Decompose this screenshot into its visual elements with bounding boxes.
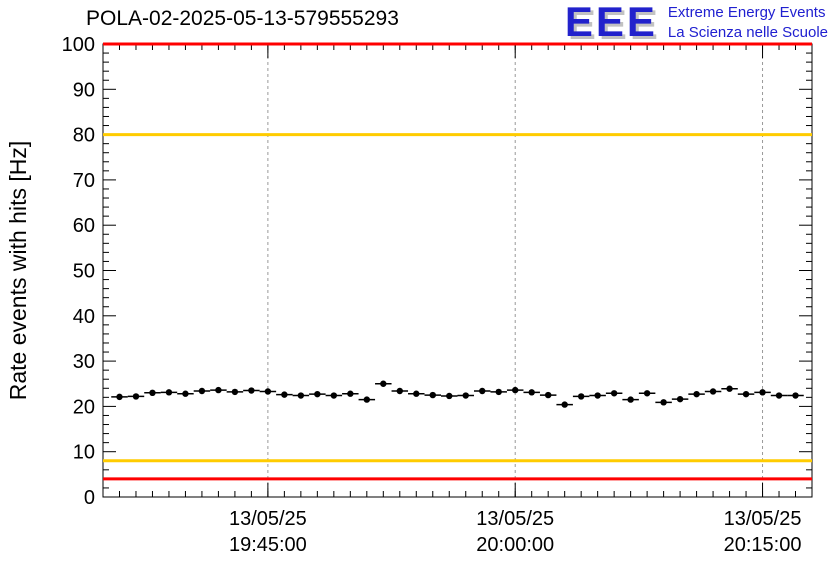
x-tick-label-time: 19:45:00 <box>229 534 307 556</box>
x-tick-label-time: 20:15:00 <box>724 534 802 556</box>
y-tick-label: 20 <box>73 396 95 418</box>
data-point <box>742 390 750 398</box>
data-point <box>132 393 140 400</box>
y-tick-label: 70 <box>73 170 95 192</box>
data-point <box>149 389 156 397</box>
data-point <box>165 389 173 396</box>
data-point <box>314 390 321 398</box>
data-point <box>347 390 354 397</box>
chart-title: POLA-02-2025-05-13-579555293 <box>86 7 399 30</box>
data-point <box>446 392 453 400</box>
data-point <box>709 388 717 395</box>
data-point <box>215 386 222 394</box>
data-point <box>281 391 288 398</box>
eee-logo: EEE Extreme Energy Events La Scienza nel… <box>564 0 828 45</box>
data-point <box>792 392 799 399</box>
data-point <box>363 396 371 403</box>
data-point <box>380 380 387 387</box>
data-point <box>116 393 123 401</box>
data-point <box>413 390 420 397</box>
x-tick-label-date: 13/05/25 <box>724 508 802 530</box>
data-point <box>561 401 568 408</box>
data-point <box>330 392 338 399</box>
y-tick-label: 50 <box>73 261 95 283</box>
data-point <box>775 392 783 399</box>
data-point <box>577 393 585 400</box>
eee-logo-subtitles: Extreme Energy Events La Scienza nelle S… <box>668 2 828 41</box>
y-tick-label: 90 <box>73 79 95 101</box>
data-point <box>479 387 486 395</box>
eee-logo-text: EEE <box>564 0 658 45</box>
y-tick-label: 10 <box>73 442 95 464</box>
y-tick-label: 100 <box>62 34 95 56</box>
data-point <box>528 389 535 396</box>
x-tick-label-date: 13/05/25 <box>229 508 307 530</box>
data-point <box>627 396 634 403</box>
data-point <box>495 388 502 396</box>
data-point <box>643 390 651 397</box>
data-point <box>660 399 667 406</box>
y-tick-label: 60 <box>73 215 95 237</box>
data-point <box>297 392 305 399</box>
data-point <box>759 389 766 396</box>
x-tick-label-time: 20:00:00 <box>476 534 554 556</box>
data-point <box>231 388 239 396</box>
data-point <box>429 391 436 399</box>
data-point <box>248 387 255 394</box>
logo-subtitle-line1: Extreme Energy Events <box>667 4 826 21</box>
data-point <box>676 395 684 403</box>
data-point <box>182 390 189 397</box>
data-point <box>512 386 519 394</box>
data-point <box>594 392 601 399</box>
data-point <box>544 391 552 399</box>
data-point <box>610 390 618 397</box>
data-point <box>726 385 733 392</box>
data-point <box>264 388 272 395</box>
y-tick-label: 0 <box>84 487 95 509</box>
logo-subtitle-line2: La Scienza nelle Scuole <box>667 24 828 41</box>
data-point <box>693 390 700 398</box>
plot-frame <box>102 43 813 498</box>
y-tick-label: 80 <box>73 125 95 147</box>
data-point <box>462 392 469 399</box>
data-point <box>198 387 206 395</box>
y-axis-label: Rate events with hits [Hz] <box>5 141 31 401</box>
y-tick-label: 40 <box>73 306 95 328</box>
x-tick-label-date: 13/05/25 <box>476 508 554 530</box>
data-point <box>396 387 403 395</box>
y-tick-label: 30 <box>73 351 95 373</box>
